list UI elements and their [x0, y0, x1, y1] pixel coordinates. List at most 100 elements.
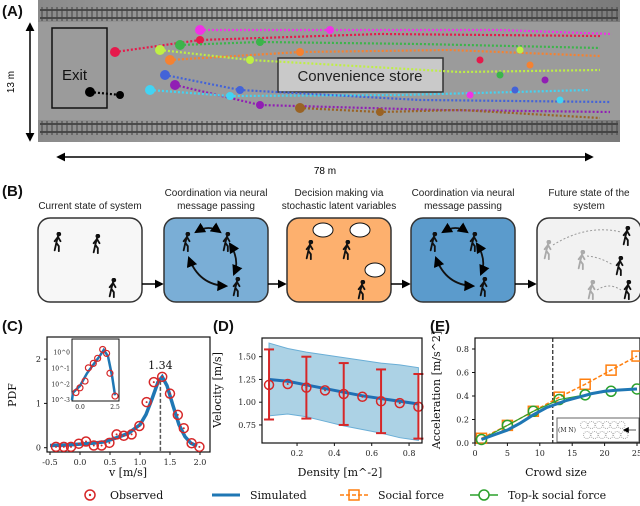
stage-title-line1: Coordination via neural	[165, 188, 268, 199]
inset-y-tick-label: 10^0	[54, 350, 71, 357]
inset-observed-point	[89, 359, 97, 368]
x-tick-label: 25	[632, 449, 640, 458]
panel-e: (E) 0 5 10 15 20 25 0.0 0.2 0.4 0.6 0.8 (M N) Crowd…	[430, 318, 640, 479]
legend-observed-dot	[88, 493, 92, 497]
axes-frame	[474, 337, 640, 444]
store-label: Convenience store	[297, 68, 422, 85]
pedestrian-marker	[226, 92, 234, 100]
pedestrian-marker	[145, 85, 155, 95]
inset-observed-point	[102, 349, 111, 358]
pedestrian-marker	[246, 56, 254, 64]
observed-point-center	[342, 393, 345, 396]
inset-frame	[71, 338, 120, 402]
observed-point-center	[176, 413, 179, 416]
observed-point-center	[182, 427, 185, 430]
pedestrian-marker	[516, 46, 524, 54]
pedestrian-marker	[496, 71, 504, 79]
x-tick-label: 0.0	[74, 458, 87, 467]
observed-point-center	[122, 434, 125, 437]
observed-point-center	[55, 445, 57, 448]
observed-point	[104, 437, 115, 449]
axes-frame	[261, 337, 423, 444]
thought-bubble-icon	[349, 222, 371, 238]
pedestrian-marker	[466, 91, 474, 99]
x-tick-label: 10	[535, 449, 545, 458]
legend-observed-marker	[84, 489, 96, 501]
observed-point	[88, 440, 100, 451]
observed-point-center	[324, 389, 327, 392]
observed-point-center	[138, 424, 141, 427]
observed-point	[301, 382, 312, 393]
x-tick-label: 20	[600, 449, 610, 458]
inset-observed-point	[94, 354, 102, 362]
trajectory-path	[299, 106, 601, 120]
legend: Observed Simulated Social force Top-k so…	[84, 489, 606, 502]
pedestrian-marker	[116, 91, 124, 99]
observed-point-center	[268, 383, 271, 386]
panel-b: (B) Current state of system Coordination …	[2, 183, 640, 303]
x-tick-label: 1.5	[164, 458, 177, 467]
observed-point	[172, 409, 184, 421]
trajectories	[85, 25, 613, 120]
observed-point	[126, 429, 137, 440]
mode-annotation: 1.34	[148, 359, 173, 372]
observed-point	[164, 388, 176, 399]
legend-simulated: Simulated	[250, 489, 307, 502]
legend-social-marker	[348, 489, 360, 501]
legend-social-force: Social force	[378, 489, 444, 502]
trajectory-path	[174, 83, 611, 114]
pedestrian-marker	[236, 86, 244, 94]
observed-point	[319, 385, 331, 396]
inset-x-tick-label: 0.0	[75, 404, 85, 411]
observed-point	[394, 397, 405, 409]
observed-point-center	[161, 375, 164, 378]
y-tick-label: 0.75	[238, 421, 256, 430]
stage-title-line2: stochastic latent variables	[282, 201, 397, 212]
height-label: 13 m	[6, 71, 17, 93]
observed-point-center	[115, 433, 118, 436]
c-ylabel: PDF	[6, 383, 19, 407]
pedestrian-marker	[526, 61, 534, 69]
panel-b-label: (B)	[2, 183, 23, 200]
x-tick-label: 2.0	[194, 458, 207, 467]
trajectory-path	[169, 48, 601, 62]
rail-tracks	[40, 7, 618, 135]
pedestrian-marker	[541, 76, 549, 84]
message-arrow-icon	[228, 242, 243, 276]
observed-point-center	[62, 445, 65, 448]
axes-frame	[46, 336, 211, 453]
trajectory-path	[89, 90, 121, 97]
message-arrow-icon	[194, 222, 222, 234]
observed-point-center	[108, 441, 111, 444]
message-arrow-icon	[441, 222, 469, 234]
trajectory-path	[200, 28, 613, 36]
observed-point	[357, 391, 368, 402]
observed-point-center	[145, 401, 148, 404]
e-ylabel: Acceleration [m/s^2]	[430, 331, 443, 450]
observed-point	[194, 441, 205, 453]
observed-point	[50, 441, 62, 453]
x-tick-label: 0.4	[328, 449, 341, 458]
stage-title-line2: message passing	[177, 201, 255, 212]
y-tick-label: 0.6	[456, 369, 469, 378]
pedestrian-marker	[196, 36, 204, 44]
social-force-point	[605, 364, 617, 376]
future-path-arrow	[552, 229, 622, 246]
thought-bubble-icon	[364, 262, 386, 278]
trajectory-path	[179, 40, 601, 50]
pedestrian-marker	[256, 38, 264, 46]
pedestrian-marker	[85, 87, 95, 97]
width-label: 78 m	[314, 166, 336, 177]
d-xlabel: Density [m^-2]	[298, 466, 383, 479]
inset-y-tick-label: 10^-1	[51, 366, 70, 373]
pedestrian-marker	[170, 80, 180, 90]
observed-point	[141, 396, 152, 408]
y-tick-label: 0	[36, 444, 41, 453]
c-xlabel: v [m/s]	[108, 466, 147, 479]
y-tick-label: 1.25	[238, 375, 256, 384]
x-tick-label: 0.2	[291, 449, 304, 458]
future-path-arrow	[596, 285, 622, 291]
y-tick-label: 0.8	[456, 345, 469, 354]
message-arrow-icon	[433, 255, 476, 292]
